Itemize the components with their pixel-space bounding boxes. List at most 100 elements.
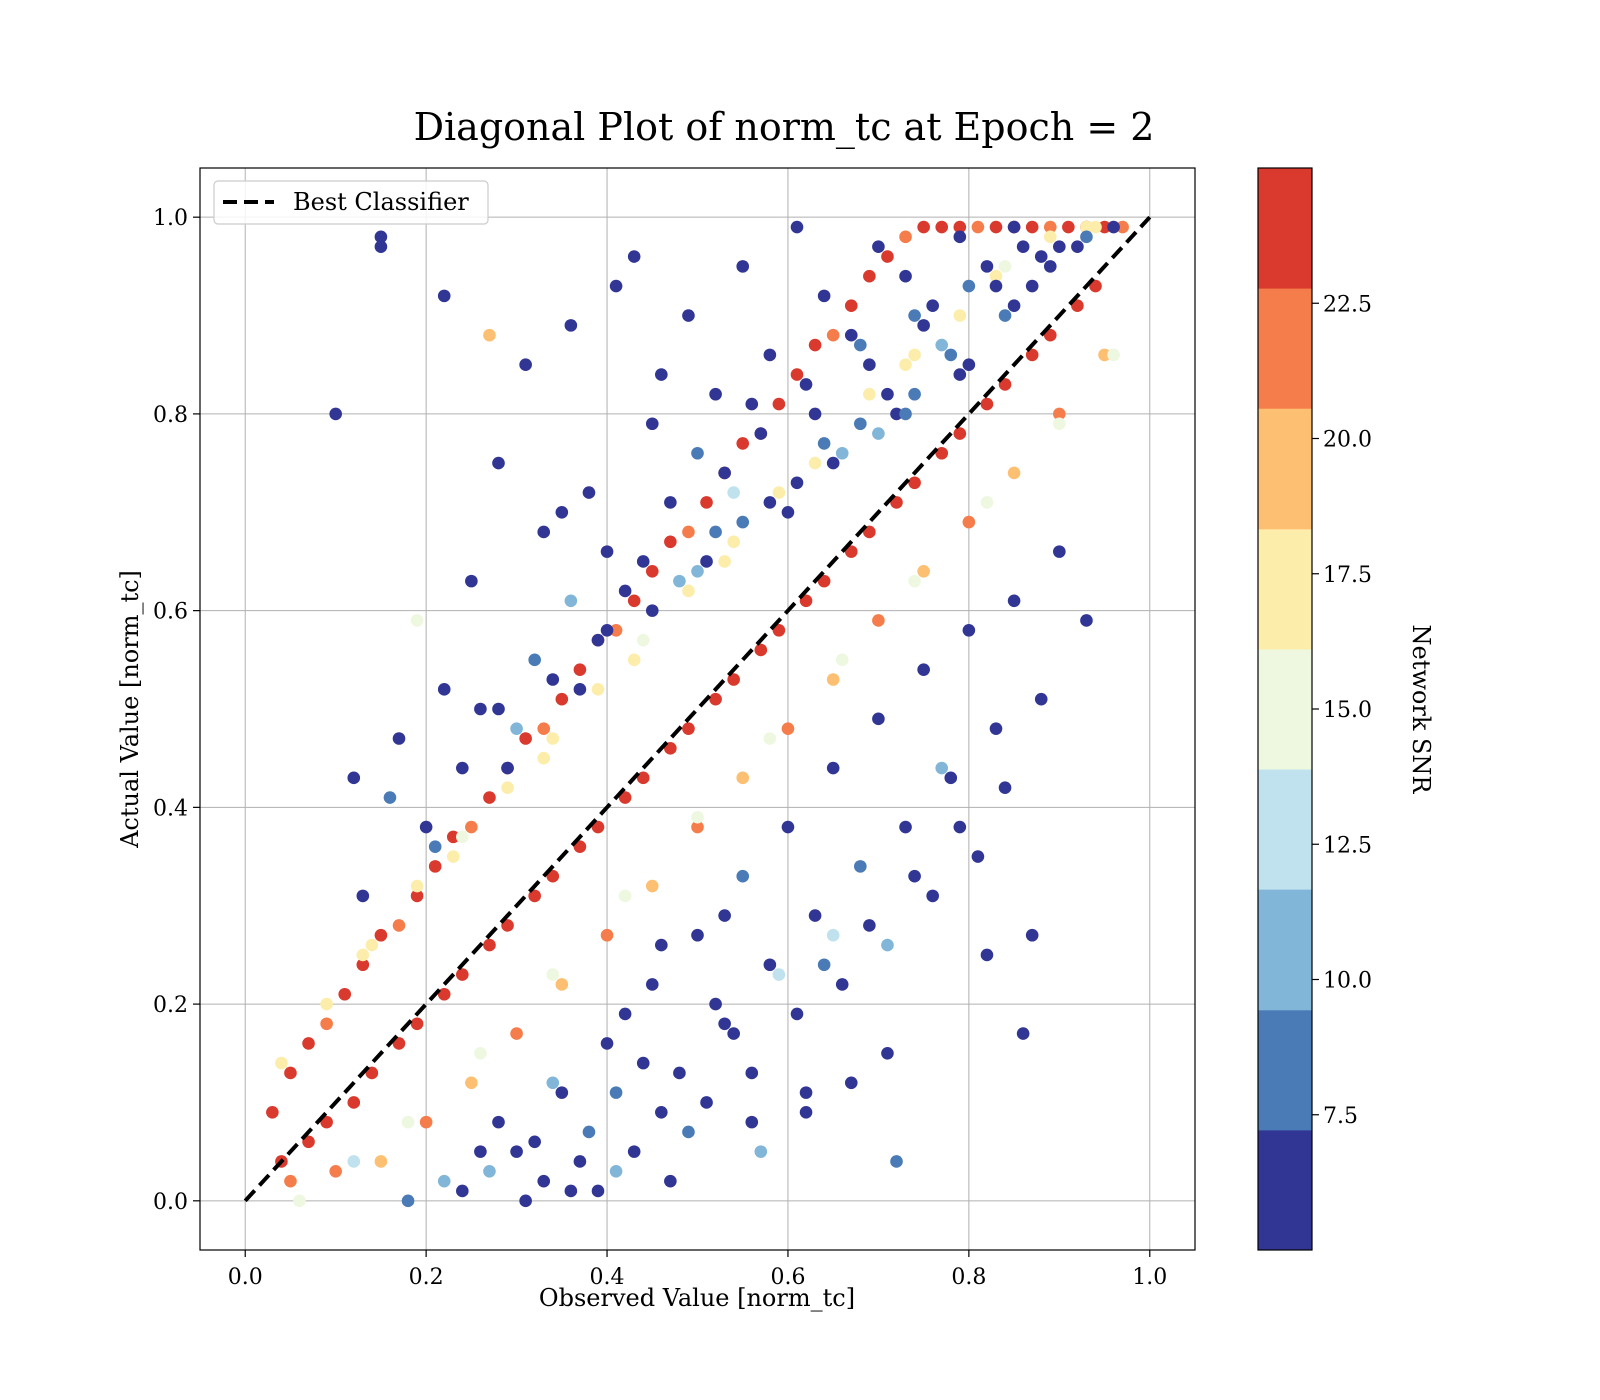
data-point — [1025, 348, 1039, 362]
data-point — [374, 230, 388, 244]
data-point — [528, 653, 541, 667]
data-point — [881, 1046, 894, 1060]
data-point — [781, 722, 795, 735]
data-point — [917, 319, 930, 332]
data-point — [826, 456, 840, 470]
data-point — [980, 397, 994, 411]
data-point — [492, 1115, 505, 1129]
data-point — [645, 978, 659, 991]
data-point — [302, 1037, 315, 1050]
data-point — [763, 496, 777, 509]
data-point — [618, 791, 632, 804]
data-point — [1080, 220, 1093, 234]
data-point — [817, 289, 831, 303]
x-tick-label: 1.0 — [1132, 1265, 1167, 1290]
data-point — [926, 889, 939, 903]
data-point — [1016, 1027, 1030, 1040]
data-point — [691, 810, 704, 824]
data-point — [709, 692, 722, 706]
data-point — [645, 879, 659, 893]
data-point — [953, 820, 967, 834]
data-point — [691, 446, 704, 460]
data-point — [899, 230, 912, 244]
data-point — [627, 653, 641, 667]
x-tick-label: 0.6 — [770, 1265, 805, 1290]
data-point — [998, 260, 1012, 273]
data-point — [980, 260, 994, 273]
data-point — [302, 1135, 315, 1149]
data-point — [428, 860, 442, 873]
data-point — [591, 633, 605, 647]
data-point — [365, 1066, 379, 1080]
data-point — [655, 368, 668, 381]
colorbar-band — [1258, 648, 1312, 770]
data-point — [356, 948, 370, 962]
data-point — [1098, 348, 1111, 362]
data-point — [600, 928, 614, 942]
data-point — [1107, 348, 1120, 362]
data-point — [437, 1174, 451, 1188]
data-point — [718, 909, 731, 922]
data-point — [781, 505, 795, 519]
data-point — [483, 1165, 496, 1178]
data-point — [908, 348, 921, 362]
x-tick-label: 0.8 — [951, 1265, 986, 1290]
data-point — [844, 545, 858, 558]
data-point — [736, 260, 750, 273]
data-point — [745, 1115, 759, 1129]
colorbar-band — [1258, 408, 1312, 530]
data-point — [989, 220, 1003, 234]
data-point — [790, 476, 804, 490]
colorbar-band — [1258, 1009, 1312, 1131]
data-point — [682, 309, 695, 322]
data-point — [428, 840, 442, 854]
data-point — [284, 1174, 297, 1188]
data-point — [881, 387, 894, 401]
data-point — [944, 348, 958, 362]
data-point — [383, 791, 397, 804]
data-point — [790, 1007, 804, 1021]
data-point — [609, 279, 623, 293]
x-tick-label: 0.2 — [409, 1265, 444, 1290]
data-point — [1080, 614, 1093, 627]
data-point — [1016, 240, 1030, 253]
data-point — [1089, 220, 1102, 234]
data-point — [962, 358, 976, 372]
plot-frame — [199, 167, 1196, 1251]
data-point — [863, 919, 876, 932]
data-point — [953, 427, 967, 440]
data-point — [727, 535, 740, 549]
data-point — [636, 633, 650, 647]
data-point — [1025, 279, 1039, 293]
chart-title: Diagonal Plot of norm_tc at Epoch = 2 — [414, 105, 1155, 150]
data-point — [691, 820, 704, 834]
data-point — [1007, 299, 1021, 313]
y-tick-label: 0.0 — [153, 1190, 188, 1215]
y-axis-label: Actual Value [norm_tc] — [116, 570, 144, 849]
data-point — [456, 1184, 469, 1198]
data-point — [537, 525, 551, 539]
data-point — [727, 1027, 740, 1040]
data-point — [564, 319, 578, 332]
data-point — [419, 1115, 433, 1129]
data-point — [618, 584, 632, 598]
data-point — [555, 505, 569, 519]
data-point — [826, 328, 840, 342]
data-point — [736, 515, 750, 529]
colorbar-tick-label: 20.0 — [1323, 428, 1372, 453]
data-point — [573, 840, 587, 854]
legend: Best Classifier — [213, 180, 489, 225]
data-point — [808, 909, 822, 922]
data-point — [935, 338, 949, 352]
data-point — [835, 653, 849, 667]
data-point — [600, 545, 614, 558]
data-point — [582, 486, 596, 499]
data-point — [754, 427, 768, 440]
colorbar-tick-label: 10.0 — [1323, 969, 1372, 994]
data-point — [329, 407, 342, 421]
data-point — [772, 624, 786, 637]
data-point — [826, 761, 840, 775]
plot-area — [199, 167, 1196, 1251]
data-point — [989, 722, 1003, 735]
data-point — [374, 240, 388, 253]
